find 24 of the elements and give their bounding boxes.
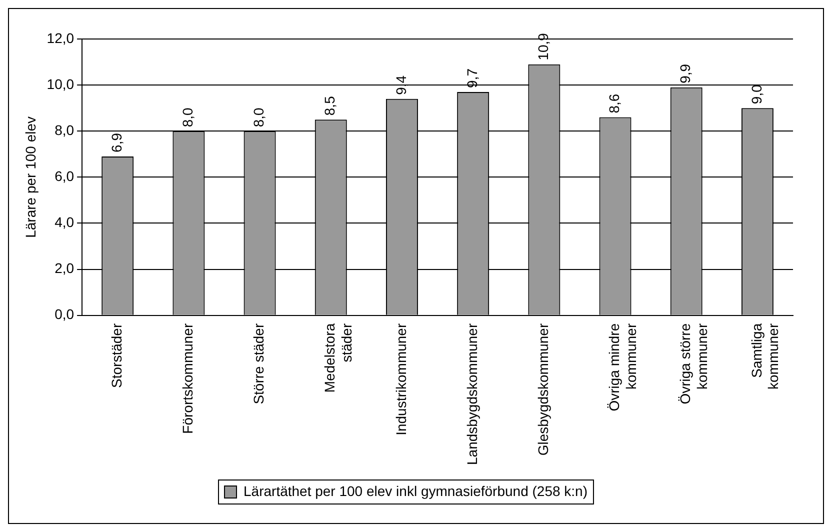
y-tick-label: 0,0 — [54, 306, 74, 322]
data-label: 8,5 — [322, 96, 338, 116]
legend-label: Lärartäthet per 100 elev inkl gymnasieförbund (258 k:n) — [244, 482, 588, 499]
data-label: 9,0 — [748, 84, 764, 104]
y-tick-label: 4,0 — [54, 214, 74, 230]
data-label: 6,9 — [108, 132, 124, 152]
y-axis-title: Lärare per 100 elev — [22, 116, 38, 238]
data-label: 8,0 — [250, 107, 267, 128]
x-tick-label: Övriga mindre kommuner — [606, 323, 639, 412]
x-tick-label: Större städer — [250, 323, 267, 404]
x-tick-label: Förortskommuner — [180, 323, 196, 434]
y-tick-label: 6,0 — [54, 168, 74, 184]
x-tick-label: Landsbygdskommuner — [464, 323, 480, 466]
x-tick-label: Storstäder — [108, 323, 124, 388]
data-label: 8,0 — [180, 107, 196, 128]
x-tick-label: Industrikommuner — [392, 323, 409, 436]
y-tick-label: 12,0 — [46, 30, 74, 46]
x-tick-label: Medelstora städer — [322, 323, 355, 393]
data-label: 9,9 — [677, 64, 694, 84]
data-label: 8,6 — [606, 94, 622, 114]
y-tick-label: 8,0 — [54, 122, 74, 138]
y-tick-label: 2,0 — [54, 260, 74, 276]
x-tick-label: Glesbygdskommuner — [535, 323, 552, 456]
y-tick-label: 10,0 — [46, 76, 74, 92]
